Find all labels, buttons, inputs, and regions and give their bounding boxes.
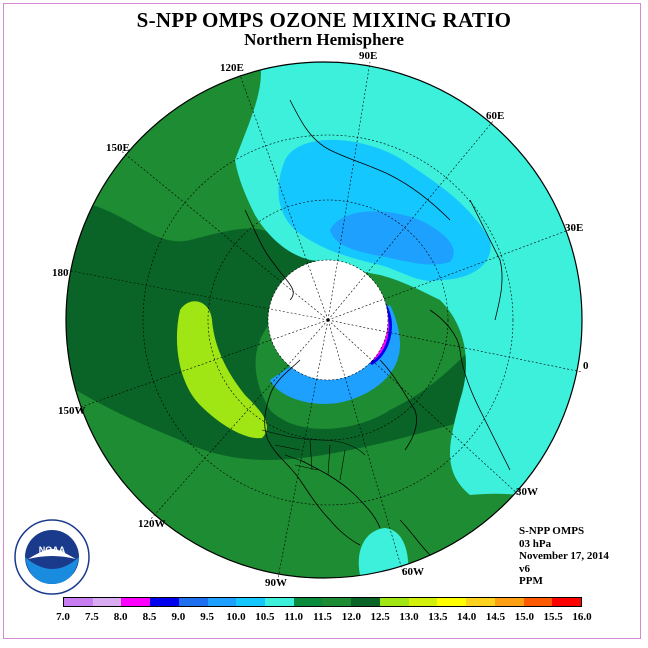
colorbar-swatch (293, 598, 323, 606)
colorbar-label: 11.0 (284, 611, 303, 623)
lon-label-90w: 90W (265, 577, 287, 589)
colorbar-label: 7.5 (84, 611, 99, 623)
colorbar-swatch (523, 598, 553, 606)
colorbar-swatch (92, 598, 122, 606)
info-level: 03 hPa (519, 537, 552, 550)
colorbar-swatch (121, 598, 151, 606)
noaa-logo: NOAA (14, 519, 90, 595)
colorbar-swatch (265, 598, 294, 606)
colorbar-label: 12.5 (370, 611, 390, 623)
map-subtitle: Northern Hemisphere (244, 30, 404, 49)
colorbar-label: 10.0 (226, 611, 246, 623)
colorbar-swatch (494, 598, 524, 606)
colorbar-label: 9.5 (200, 611, 215, 623)
ozone-field-11.0-south (358, 528, 409, 578)
colorbar-label: 13.0 (399, 611, 419, 623)
colorbar-label: 15.0 (514, 611, 534, 623)
lon-label-30e: 30E (565, 222, 584, 234)
colorbar-label: 9.0 (171, 611, 186, 623)
info-instrument: S-NPP OMPS (519, 525, 585, 537)
colorbar-swatch (322, 598, 352, 606)
colorbar-swatch (150, 598, 179, 606)
colorbar-label: 12.0 (341, 611, 361, 623)
colorbar-label: 8.5 (142, 611, 157, 623)
colorbar-swatch (351, 598, 380, 606)
ozone-field-12.0 (66, 200, 470, 460)
coastlines (244, 99, 511, 556)
info-units: PPM (519, 575, 543, 588)
colorbar-label: 16.0 (572, 611, 592, 623)
colorbar-swatch (236, 598, 266, 606)
colorbar-label: 10.5 (255, 611, 275, 623)
colorbar-swatch (178, 598, 208, 606)
graticule (65, 61, 583, 579)
lon-label-150e: 150E (106, 142, 130, 154)
colorbar-label: 11.5 (313, 611, 332, 623)
colorbar-label: 13.5 (428, 611, 448, 623)
colorbar-swatch (408, 598, 438, 606)
map-title: S-NPP OMPS OZONE MIXING RATIO (136, 8, 512, 32)
lon-label-150w: 150W (58, 405, 86, 417)
info-version: v6 (519, 562, 530, 575)
colorbar-swatch (207, 598, 237, 606)
colorbar-swatch (466, 598, 495, 606)
colorbar-swatch (379, 598, 409, 606)
colorbar-labels: 7.0 7.5 8.0 8.5 9.0 9.5 10.0 10.5 11.0 11.5 12.0 12… (50, 611, 596, 625)
lon-label-120w: 120W (138, 518, 166, 530)
lon-label-30w: 30W (516, 486, 538, 498)
figure-frame (3, 3, 641, 639)
colorbar-label: 14.0 (457, 611, 477, 623)
lon-label-120e: 120E (220, 62, 244, 74)
colorbar-swatch (552, 598, 581, 606)
colorbar-label: 8.0 (113, 611, 128, 623)
colorbar-swatch (64, 598, 93, 606)
ozone-field-12.5 (176, 301, 267, 439)
info-block: S-NPP OMPS 03 hPa November 17, 2014 v6 P… (519, 525, 609, 588)
colorbar-label: 15.5 (543, 611, 563, 623)
colorbar-swatch (437, 598, 467, 606)
lon-label-0: 0 (583, 360, 589, 372)
lon-label-180: 180 (52, 267, 69, 279)
lon-label-60w: 60W (402, 566, 424, 578)
colorbar (63, 597, 582, 607)
lon-label-90e: 90E (359, 50, 378, 62)
noaa-logo-text: NOAA (39, 545, 66, 555)
colorbar-label: 14.5 (485, 611, 506, 623)
map-boundary (65, 61, 583, 579)
lon-label-60e: 60E (486, 110, 505, 122)
colorbar-label: 7.0 (56, 611, 70, 623)
ozone-field-10.0 (330, 211, 454, 265)
info-date: November 17, 2014 (519, 550, 609, 563)
